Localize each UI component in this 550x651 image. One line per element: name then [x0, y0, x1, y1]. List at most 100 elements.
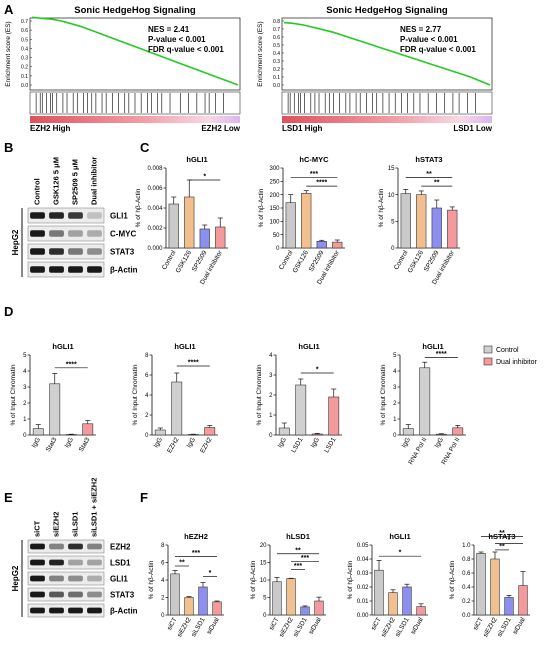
blot-band — [68, 607, 83, 614]
significance-label: * — [316, 367, 319, 374]
y-tick-label: 5 — [391, 220, 395, 226]
significance-label: ** — [434, 180, 440, 187]
y-tick-label: 0.2 — [462, 599, 471, 605]
y-tick-label: 150 — [269, 206, 280, 212]
bar — [199, 228, 210, 249]
y-tick-label: 0.000 — [147, 246, 163, 252]
y-tick-label: 1.0 — [462, 543, 471, 549]
bar — [171, 381, 183, 436]
y-tick-label: 0.4 — [462, 585, 471, 591]
gsea-ylabel: Enrichment score (ES) — [5, 21, 12, 86]
gsea-left-label: LSD1 High — [282, 124, 323, 133]
gsea-ytick: 0.1 — [21, 74, 28, 80]
gsea-es-curve — [283, 21, 491, 86]
bar — [82, 423, 94, 436]
x-tick-label: GSK126 — [175, 249, 194, 274]
y-tick-label: 0.03 — [357, 571, 369, 577]
bar — [402, 428, 414, 436]
blot-lane-label: siEZH2 — [52, 512, 61, 537]
blot-strip — [27, 603, 105, 618]
bar — [198, 586, 208, 616]
blot-band — [30, 266, 45, 273]
blot-band — [68, 248, 83, 255]
bar — [316, 241, 327, 249]
blot-strip — [27, 207, 105, 224]
gsea-stat: FDR q-value < 0.001 — [148, 45, 224, 54]
significance-label: *** — [192, 550, 200, 557]
blot-lane-label: Dual inhibitor — [90, 157, 99, 205]
chart-title: hGLI1 — [389, 532, 410, 541]
x-tick-label: EZH2 — [199, 436, 214, 454]
blot-band — [68, 559, 83, 566]
gsea-es-frame — [281, 17, 493, 91]
blot-band — [87, 543, 102, 550]
bar — [402, 586, 412, 616]
y-axis-label: % of hβ-Actin — [449, 560, 456, 599]
panel-label-b: B — [4, 140, 13, 155]
y-axis-label: % of hβ-Actin — [347, 560, 354, 599]
y-tick-label: 300 — [269, 166, 280, 172]
blot-band — [68, 230, 83, 237]
x-tick-label: siCT — [166, 616, 179, 631]
blot-band — [49, 266, 64, 273]
bar — [212, 601, 222, 616]
y-axis-label: % of Input Chromatin — [10, 364, 17, 425]
blot-row-label: β-Actin — [110, 607, 138, 616]
bar — [285, 202, 296, 249]
x-tick-label: IgG — [186, 437, 197, 450]
y-tick-label: 6 — [161, 561, 165, 567]
y-tick-label: 15 — [260, 561, 267, 567]
bar-chart-c-1: hGLI1 0.000 0.002 0.004 0.006 0.008 % of hβ-Ac… — [135, 155, 228, 286]
y-tick-label: 1 — [269, 413, 273, 419]
y-tick-label: 50 — [273, 233, 280, 239]
x-tick-label: siDual — [206, 616, 221, 636]
y-axis-label: % of hβ-Actin — [135, 188, 142, 227]
bar — [170, 573, 180, 616]
legend-swatch — [483, 345, 493, 354]
x-tick-label: siCT — [370, 616, 383, 631]
y-tick-label: 250 — [269, 180, 280, 186]
x-tick-label: siCT — [472, 616, 485, 631]
blot-band — [30, 248, 45, 255]
y-tick-label: 1 — [393, 417, 397, 423]
bar — [476, 553, 486, 616]
legend-swatch — [483, 357, 493, 366]
gsea-ytick: 0.5 — [273, 43, 280, 49]
y-tick-label: 8 — [161, 543, 165, 549]
bar — [452, 427, 464, 436]
gsea-rank-gradient — [30, 116, 240, 123]
x-tick-label: IgG — [153, 437, 164, 450]
blot-band — [49, 230, 64, 237]
gsea-title: Sonic HedgeHog Signaling — [74, 5, 196, 16]
y-tick-label: 4 — [145, 393, 149, 399]
y-tick-label: 8 — [145, 353, 149, 359]
bar — [504, 597, 514, 616]
significance-label: * — [399, 550, 402, 557]
bar-chart-f-10: hGLI1 0.00 0.01 0.02 0.03 0.04 0.05 % of hβ-Act… — [347, 532, 428, 638]
chart-title: hSTAT3 — [415, 155, 442, 164]
y-tick-label: 0.02 — [357, 585, 369, 591]
y-tick-label: 2 — [393, 401, 397, 407]
bar — [447, 209, 458, 249]
bar — [374, 569, 384, 616]
gsea-rank-gradient — [282, 116, 492, 123]
y-axis-label: % of Input Chromatin — [132, 364, 139, 425]
blot-b: Control GSK126 5 μM SP2509 5 μM Dual inhibi… — [11, 157, 138, 278]
y-tick-label: 5 — [23, 353, 27, 359]
y-tick-label: 4 — [269, 353, 273, 359]
chart-title: hGLI1 — [422, 342, 443, 351]
x-tick-label: LSD1 — [290, 436, 304, 454]
y-tick-label: 0.6 — [462, 571, 471, 577]
bar — [332, 241, 343, 249]
gsea-hit-frame — [29, 91, 241, 115]
bar — [518, 585, 528, 616]
significance-label: ** — [295, 547, 301, 554]
blot-band — [68, 212, 83, 219]
y-tick-label: 100 — [269, 220, 280, 226]
gsea-ytick: 0.4 — [21, 46, 28, 52]
